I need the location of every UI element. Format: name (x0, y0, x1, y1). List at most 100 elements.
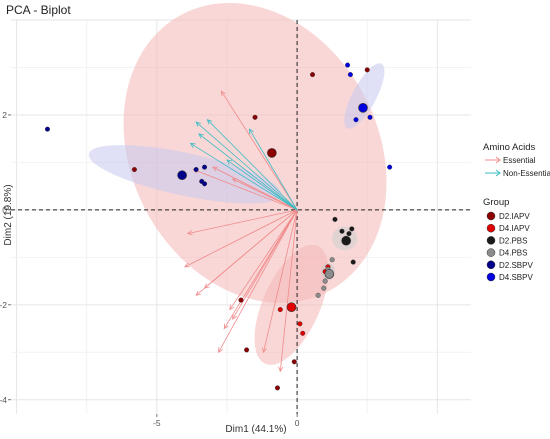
point-d2-sbpv (202, 181, 208, 187)
loading-arrow-essential-head (261, 347, 267, 354)
plot-area (11, 2, 471, 414)
loading-arrow-essential-shaft (212, 166, 298, 211)
loading-arrow-essential-shaft (221, 90, 298, 211)
loading-arrow-essential-shaft (195, 209, 298, 296)
series-d2-pbs (332, 216, 356, 265)
point-d4-sbpv (345, 62, 351, 68)
loading-arrow-non-essential-head (189, 142, 196, 148)
legend-swatch (486, 272, 496, 282)
series-d2-sbpv (44, 126, 208, 187)
loading-arrow-essential (186, 209, 298, 236)
loading-arrow-essential-head (186, 230, 193, 236)
reference-lines (11, 20, 471, 414)
loading-arrow-essential-shaft (193, 169, 298, 211)
loading-arrow-essential-head (278, 366, 284, 373)
loading-arrow-non-essential-shaft (198, 133, 298, 211)
loading-arrow-essential-shaft (263, 209, 298, 353)
centroid-d2-iapv (267, 148, 277, 158)
legend-arrow-head (495, 156, 501, 164)
centroid-d4-pbs (324, 269, 335, 279)
x-tick-label: -5 (153, 418, 161, 428)
legend-entry-essential: Essential (485, 156, 536, 165)
loading-arrow-non-essential (198, 133, 298, 211)
x-axis-label: Dim1 (44.1%) (225, 424, 286, 435)
legend-entry-d4-sbpv: D4.SBPV (486, 272, 533, 282)
centroid-d4-sbpv (358, 103, 368, 113)
y-tick-label: 0 (2, 205, 7, 215)
loading-arrow-essential-shaft (229, 209, 298, 310)
point-d4-sbpv (347, 72, 353, 78)
legend-group: Group D2.IAPV D4.IAPV D2.PBS D4.PBS D2.SBPV D… (483, 197, 533, 282)
legend-entry-d2-sbpv: D2.SBPV (486, 260, 533, 270)
point-d2-sbpv (193, 167, 199, 173)
axis-ticks: -5 0 -4 -2 0 2 (0, 110, 300, 428)
loading-arrow-non-essential (195, 121, 298, 211)
point-d4-pbs (322, 278, 328, 284)
legend-label: D4.SBPV (499, 273, 533, 282)
loading-arrow-essential (261, 209, 298, 354)
legend-label: D2.SBPV (499, 261, 533, 270)
loading-arrow-essential-head (229, 304, 235, 311)
loading-arrow-non-essential-shaft (226, 159, 298, 211)
loading-arrow-essential (220, 90, 298, 211)
point-d4-pbs (321, 285, 327, 291)
loading-arrow-essential-head (232, 314, 237, 320)
loading-arrow-essential (223, 209, 298, 330)
confidence-ellipses (88, 2, 387, 365)
loading-arrow-essential-head (184, 262, 190, 268)
point-d2-iapv (310, 72, 316, 78)
point-d4-sbpv (367, 114, 373, 120)
legend-label: Essential (503, 156, 536, 165)
y-tick-label: 2 (2, 110, 7, 120)
loading-arrows (184, 90, 298, 373)
point-d2-sbpv (202, 164, 208, 170)
loading-arrow-non-essential (248, 128, 298, 211)
legend-entry-d4-iapv: D4.IAPV (486, 223, 530, 233)
loading-arrow-essential-shaft (218, 209, 298, 353)
loading-arrow-non-essential-head (226, 159, 232, 165)
legend-amino-acids: Amino Acids Essential Non-Essential (483, 142, 550, 178)
loading-arrow-non-essential-head (206, 119, 213, 125)
loading-arrow-essential-head (195, 290, 202, 296)
legend-swatch (486, 236, 496, 245)
loading-arrow-essential (229, 209, 298, 311)
loading-arrow-non-essential-shaft (195, 121, 298, 211)
legend-group-title: Group (483, 197, 509, 208)
ellipse-d4-sbpv (344, 63, 385, 129)
point-d2-pbs (350, 259, 356, 265)
loading-arrow-non-essential (226, 159, 298, 211)
point-d2-iapv (291, 359, 297, 365)
chart-title: PCA - Biplot (6, 3, 71, 17)
legend-label: D4.IAPV (499, 224, 530, 233)
loading-arrow-essential (184, 209, 298, 268)
loading-arrow-essential (195, 209, 298, 296)
ellipse-d2-iapv (123, 2, 387, 303)
point-d2-iapv (252, 114, 258, 120)
y-tick-label: -4 (0, 395, 7, 405)
legend-swatch (486, 248, 496, 257)
legend-entry-d2-iapv: D2.IAPV (486, 211, 530, 221)
legend-label: D4.PBS (499, 249, 527, 258)
point-d2-pbs (339, 228, 345, 234)
legend-entry-d2-pbs: D2.PBS (486, 236, 527, 245)
point-d2-pbs (346, 231, 352, 237)
point-d4-iapv (297, 321, 303, 327)
y-axis-label: Dim2 (19.8%) (3, 184, 14, 245)
loading-arrow-non-essential (189, 142, 298, 211)
point-d4-pbs (315, 292, 321, 298)
centroid-d2-pbs (341, 235, 351, 246)
point-d2-pbs (332, 216, 338, 222)
loading-arrow-essential (212, 166, 298, 211)
point-d4-pbs (329, 257, 335, 263)
loading-arrow-essential-head (220, 90, 226, 97)
legend-entry-d4-pbs: D4.PBS (486, 248, 527, 258)
loading-arrow-essential-head (223, 323, 229, 330)
loading-arrow-essential-shaft (279, 209, 298, 372)
loading-arrow-non-essential-head (195, 121, 202, 127)
loading-arrow-essential (278, 209, 298, 373)
series-d2-iapv (131, 67, 370, 391)
loading-arrow-essential-shaft (187, 209, 298, 235)
point-d4-sbpv (353, 117, 359, 123)
loading-arrow-non-essential-head (198, 133, 204, 139)
